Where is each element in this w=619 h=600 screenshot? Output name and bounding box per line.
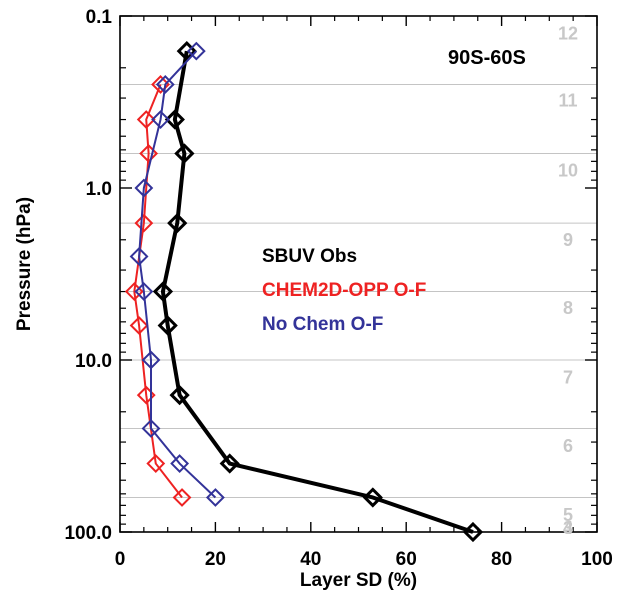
- region-label: 90S-60S: [448, 47, 526, 69]
- legend-entry: CHEM2D-OPP O-F: [262, 280, 426, 301]
- x-tick-label: 100: [581, 549, 613, 570]
- x-tick-label: 60: [396, 549, 417, 570]
- data-point: [157, 315, 178, 336]
- plot-frame: [119, 15, 598, 533]
- data-point: [134, 178, 154, 198]
- x-tick-label: 20: [205, 549, 226, 570]
- layer-label: 3: [563, 518, 573, 538]
- y-axis-label: Pressure (hPa): [14, 197, 35, 331]
- data-point: [155, 75, 175, 94]
- x-axis-label: Layer SD (%): [300, 570, 417, 591]
- layer-label: 8: [563, 298, 573, 318]
- layer-label: 6: [563, 436, 573, 456]
- data-point: [205, 488, 225, 507]
- layer-label: 5: [563, 505, 573, 525]
- data-point: [152, 281, 174, 302]
- data-point: [170, 454, 190, 473]
- y-tick-label: 1.0: [86, 179, 112, 200]
- grid-lines: [120, 83, 597, 498]
- legend: SBUV Obs CHEM2D-OPP O-F No Chem O-F: [262, 246, 426, 335]
- layer-label: 11: [558, 91, 577, 111]
- layer-labels: 12 11 10 9 8 7 6 543: [558, 23, 578, 538]
- series-group: [124, 40, 484, 543]
- x-tick-label: 40: [300, 549, 321, 570]
- data-point: [462, 521, 484, 543]
- data-point: [164, 109, 185, 130]
- data-point: [174, 143, 195, 164]
- y-tick-label: 0.1: [86, 7, 113, 28]
- data-point: [219, 453, 240, 474]
- legend-entry: No Chem O-F: [262, 314, 383, 335]
- series-2: [124, 75, 192, 507]
- data-point: [141, 419, 161, 438]
- series-1: [152, 40, 484, 543]
- tick-labels: 0 20 40 60 80 100 0.1 1.0 10.0 100.0: [64, 7, 612, 570]
- x-tick-label: 0: [115, 549, 126, 570]
- series-line: [133, 84, 183, 499]
- data-point: [362, 487, 383, 508]
- series-line: [138, 50, 217, 499]
- layer-label: 7: [563, 367, 573, 387]
- data-point: [146, 454, 166, 473]
- data-point: [129, 316, 149, 335]
- axis-ticks: [119, 15, 598, 533]
- data-point: [134, 213, 154, 233]
- layer-label: 10: [558, 160, 578, 180]
- series-3: [129, 41, 225, 507]
- legend-entry: SBUV Obs: [262, 246, 357, 267]
- layer-label: 12: [558, 23, 578, 43]
- y-tick-label: 10.0: [75, 351, 112, 372]
- data-point: [151, 110, 170, 129]
- data-point: [139, 144, 159, 163]
- series-line: [160, 50, 474, 534]
- data-point: [134, 282, 154, 301]
- data-point: [141, 350, 161, 370]
- x-tick-label: 80: [491, 549, 512, 570]
- data-point: [172, 488, 192, 507]
- data-point: [186, 41, 206, 61]
- layer-label: 9: [563, 230, 573, 250]
- layer-label: 4: [563, 518, 573, 538]
- data-point: [136, 110, 156, 129]
- data-point: [169, 384, 190, 406]
- data-point: [151, 75, 170, 94]
- data-point: [129, 247, 149, 266]
- y-tick-label: 100.0: [64, 523, 112, 544]
- data-point: [167, 212, 188, 234]
